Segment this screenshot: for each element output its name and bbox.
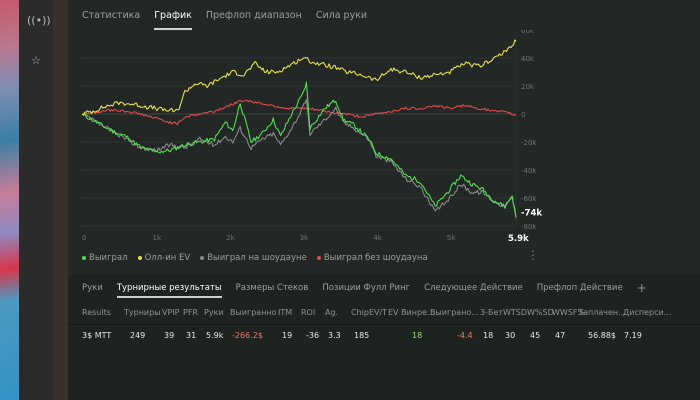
- winnings-chart: 60k 40k 20k 0 -20k -40k -60k -80k 0 1k 2k 3k 4k 5k -…: [68, 27, 700, 270]
- more-options-icon[interactable]: · · ·: [531, 245, 535, 266]
- y-tick-label: -60k: [521, 195, 537, 203]
- x-tick-label: 3k: [300, 234, 309, 242]
- results-panel: Руки Турнирные результаты Размеры Стеков…: [68, 275, 700, 400]
- y-axis-ticks: 60k 40k 20k 0 -20k -40k -60k -80k: [521, 27, 537, 231]
- series-line-0: [81, 81, 517, 218]
- table-cell: 39: [164, 331, 175, 340]
- bottom-tabs: Руки Турнирные результаты Размеры Стеков…: [82, 281, 661, 298]
- y-tick-label: 60k: [521, 30, 535, 35]
- column-header[interactable]: PFR: [183, 308, 198, 317]
- top-tabs: Статистика График Префлоп диапазон Сила …: [82, 10, 381, 30]
- y-tick-label: 20k: [521, 83, 535, 91]
- tab-next-action[interactable]: Следующее Действие: [424, 283, 523, 293]
- chart-legend: Выиграл Олл-ин EV Выиграл на шоудауне Вы…: [82, 253, 438, 263]
- column-header[interactable]: Дисперси...: [623, 308, 672, 317]
- chart-grid: [82, 29, 517, 227]
- column-header[interactable]: Results: [82, 308, 111, 317]
- x-end-label: 5.9k: [508, 234, 529, 244]
- add-tab-button[interactable]: +: [636, 281, 647, 295]
- legend-dot: [137, 256, 142, 260]
- column-header[interactable]: WTSD: [503, 308, 528, 317]
- table-header: Results Турниры VPIP PFR Руки Выигранно ITM ROI…: [68, 302, 700, 325]
- y-tick-label: -80k: [521, 223, 537, 231]
- table-cell: 47: [555, 331, 566, 340]
- tab-hands[interactable]: Руки: [82, 283, 103, 293]
- table-cell: -4.4: [457, 331, 473, 340]
- column-header[interactable]: Выигранно: [230, 308, 277, 317]
- column-header[interactable]: 3-Бет: [480, 308, 504, 317]
- tab-tournament-results[interactable]: Турнирные результаты: [116, 283, 222, 298]
- column-header[interactable]: W%SD: [527, 308, 554, 317]
- column-header[interactable]: ChipEV/T: [351, 308, 388, 317]
- table-row[interactable]: 3$ MTT 249 39 31 5.9k -266.2$ 19 -36 3.3 185 18 -4.…: [68, 325, 700, 347]
- column-header[interactable]: ITM: [278, 308, 293, 317]
- broadcast-icon[interactable]: ((•)): [27, 14, 51, 27]
- column-header[interactable]: Заплачен...: [578, 308, 626, 317]
- legend-item-showdown[interactable]: Выиграл на шоудауне: [200, 253, 307, 263]
- table-cell: 185: [354, 331, 370, 340]
- legend-item-won[interactable]: Выиграл: [82, 253, 128, 263]
- legend-item-non-showdown[interactable]: Выиграл без шоудауна: [316, 253, 428, 263]
- table-cell: -266.2$: [232, 331, 263, 340]
- column-header[interactable]: VPIP: [162, 308, 180, 317]
- left-icon-bar: ((•)) ☆: [19, 0, 53, 400]
- column-header[interactable]: Ag.: [325, 308, 339, 317]
- legend-dot: [200, 256, 205, 260]
- y-tick-label: 40k: [521, 55, 535, 63]
- table-cell: 5.9k: [206, 331, 224, 340]
- table-cell: 45: [530, 331, 541, 340]
- table-cell: -36: [306, 331, 320, 340]
- x-tick-label: 5k: [447, 234, 456, 242]
- table-cell: 3$ MTT: [82, 331, 112, 340]
- panel-divider[interactable]: [53, 0, 68, 400]
- tab-stack-sizes[interactable]: Размеры Стеков: [235, 283, 309, 293]
- chart-lines: [81, 39, 517, 218]
- table-cell: 19: [282, 331, 293, 340]
- legend-label: Олл-ин EV: [144, 253, 191, 263]
- tab-graph[interactable]: График: [154, 10, 192, 30]
- table-cell: 3.3: [328, 331, 341, 340]
- table-cell: 18: [412, 331, 423, 340]
- series-line-2: [82, 98, 517, 218]
- table-cell: 30: [505, 331, 516, 340]
- tab-preflop-action[interactable]: Префлоп Действие: [536, 283, 623, 293]
- tab-hand-strength[interactable]: Сила руки: [315, 10, 368, 21]
- x-tick-label: 2k: [226, 234, 235, 242]
- x-tick-label: 0: [82, 234, 86, 242]
- table-cell: 56.88$: [588, 331, 616, 340]
- star-list-icon[interactable]: ☆: [31, 54, 41, 67]
- legend-dot: [82, 256, 86, 260]
- tab-full-ring-positions[interactable]: Позиции Фулл Ринг: [322, 283, 411, 293]
- column-header[interactable]: ROI: [301, 308, 316, 317]
- x-axis-ticks: 0 1k 2k 3k 4k 5k: [82, 234, 456, 242]
- y-tick-label: -20k: [521, 139, 537, 147]
- legend-label: Выиграл на шоудауне: [207, 253, 307, 263]
- x-tick-label: 1k: [153, 234, 162, 242]
- column-header[interactable]: EV Винре...: [388, 308, 435, 317]
- desktop-wallpaper: [0, 0, 19, 400]
- table-cell: 18: [483, 331, 494, 340]
- y-tick-label: -40k: [521, 167, 537, 175]
- column-header[interactable]: Турниры: [124, 308, 161, 317]
- column-header[interactable]: Выиграно...: [430, 308, 479, 317]
- column-header[interactable]: WWSF%: [552, 308, 586, 317]
- table-cell: 7.19: [624, 331, 642, 340]
- legend-label: Выиграл: [89, 253, 128, 263]
- table-cell: 31: [186, 331, 197, 340]
- legend-item-allin-ev[interactable]: Олл-ин EV: [137, 253, 191, 263]
- tab-statistics[interactable]: Статистика: [82, 10, 141, 21]
- column-header[interactable]: Руки: [204, 308, 224, 317]
- legend-dot: [316, 256, 321, 260]
- table-cell: 249: [130, 331, 146, 340]
- tab-preflop-range[interactable]: Префлоп диапазон: [205, 10, 302, 21]
- chart-svg: 60k 40k 20k 0 -20k -40k -60k -80k 0 1k 2k 3k 4k 5k -…: [81, 27, 542, 244]
- series-line-1: [81, 39, 517, 116]
- legend-label: Выиграл без шоудауна: [323, 253, 428, 263]
- end-value-label: -74k: [521, 209, 542, 219]
- series-line-3: [81, 99, 517, 126]
- y-tick-label: 0: [521, 111, 525, 119]
- x-tick-label: 4k: [373, 234, 382, 242]
